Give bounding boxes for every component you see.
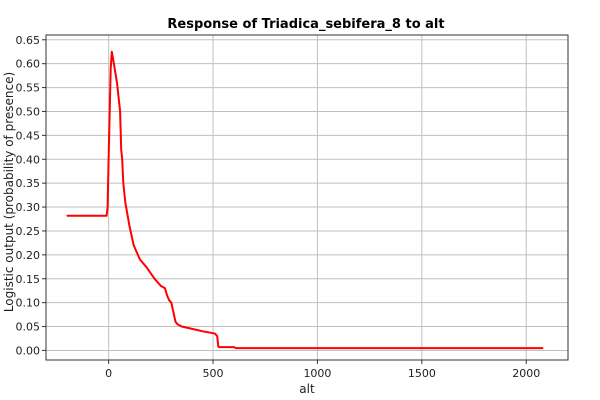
data-point [217, 346, 219, 348]
data-point [172, 311, 174, 313]
chart-title: Response of Triadica_sebifera_8 to alt [167, 17, 444, 32]
y-tick-label: 0.20 [16, 249, 41, 262]
data-point [233, 346, 235, 348]
y-tick-label: 0.10 [16, 297, 41, 310]
data-point [145, 266, 147, 268]
data-point [164, 287, 166, 289]
data-point [109, 110, 111, 113]
y-tick-label: 0.30 [16, 201, 41, 214]
data-point [116, 82, 118, 84]
data-point [218, 346, 220, 348]
x-tick-label: 0 [105, 367, 112, 380]
data-point [216, 335, 218, 337]
y-tick-label: 0.25 [16, 225, 41, 238]
data-point [191, 328, 193, 330]
data-point [181, 325, 183, 328]
data-point [107, 206, 109, 208]
data-point [202, 330, 204, 332]
data-point [235, 347, 237, 349]
x-tick-label: 500 [203, 367, 224, 380]
y-tick-label: 0.15 [16, 273, 41, 286]
series-layer [66, 50, 544, 350]
x-axis-title: alt [299, 382, 315, 396]
y-tick-label: 0.60 [16, 58, 41, 71]
data-point [542, 347, 544, 349]
data-point [128, 225, 131, 227]
data-point [121, 158, 123, 160]
y-tick-label: 0.50 [16, 105, 41, 118]
data-point [174, 321, 177, 323]
data-point [135, 249, 137, 251]
data-point [154, 278, 156, 280]
x-tick-label: 1500 [408, 367, 436, 380]
y-tick-label: 0.35 [16, 177, 41, 190]
data-point [119, 110, 121, 113]
data-point [176, 323, 179, 325]
data-point [160, 285, 162, 287]
plot-area [46, 35, 568, 360]
data-point [110, 67, 112, 70]
y-axis-title: Logistic output (probability of presence… [2, 72, 16, 312]
data-point [139, 259, 141, 261]
x-tick-label: 2000 [512, 367, 540, 380]
data-point [170, 302, 172, 304]
y-tick-label: 0.00 [16, 344, 41, 357]
data-point [120, 149, 122, 151]
y-tick-label: 0.05 [16, 321, 41, 334]
data-point [124, 201, 126, 203]
data-point [122, 182, 124, 184]
axis-ticks: 0.00 0.05 0.10 0.15 0.20 0.25 0.30 0.35 0.40 0.45… [16, 34, 541, 380]
data-point [108, 158, 110, 160]
data-point [212, 332, 214, 334]
data-point [111, 51, 113, 53]
data-point [113, 63, 115, 65]
data-point [166, 294, 168, 297]
y-tick-label: 0.40 [16, 153, 41, 166]
y-tick-label: 0.55 [16, 82, 41, 95]
x-tick-label: 1000 [303, 367, 331, 380]
y-tick-label: 0.65 [16, 34, 41, 47]
data-point [133, 244, 135, 246]
data-point [106, 215, 108, 217]
data-point [66, 215, 68, 217]
data-point [214, 333, 216, 335]
data-point [168, 299, 170, 301]
y-tick-label: 0.45 [16, 129, 41, 142]
plot-frame [45, 34, 569, 361]
